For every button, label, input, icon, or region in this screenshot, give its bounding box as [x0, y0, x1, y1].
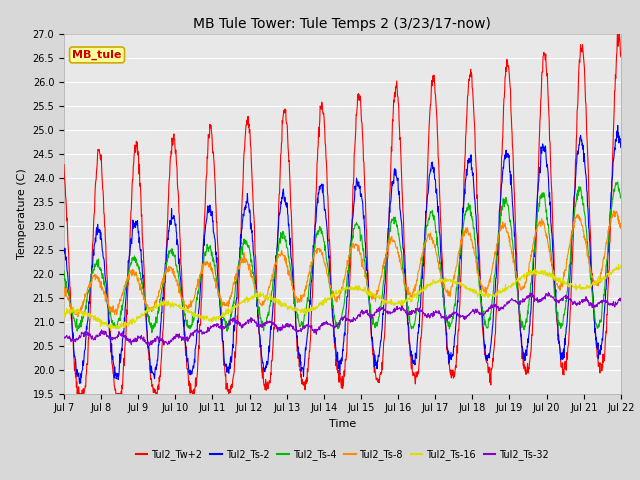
Y-axis label: Temperature (C): Temperature (C) [17, 168, 27, 259]
Tul2_Tw+2 [617, 54, 625, 60]
Tul2_Ts-8 [74, 314, 82, 320]
Tul2_Ts-4 [171, 254, 179, 260]
Tul2_Ts-2 [617, 144, 625, 150]
Tul2_Ts-32 [146, 343, 154, 348]
Tul2_Ts-2 [184, 361, 192, 367]
Tul2_Ts-4 [184, 324, 192, 330]
Tul2_Ts-4 [614, 179, 621, 185]
Tul2_Ts-8 [617, 226, 625, 231]
Tul2_Ts-2 [429, 164, 437, 170]
Tul2_Tw+2 [429, 76, 437, 82]
Line: Tul2_Ts-2: Tul2_Ts-2 [64, 125, 621, 383]
Tul2_Ts-32 [60, 336, 68, 341]
Line: Tul2_Ts-4: Tul2_Ts-4 [64, 182, 621, 333]
Text: MB_tule: MB_tule [72, 50, 122, 60]
Tul2_Tw+2 [184, 372, 192, 378]
Tul2_Tw+2 [60, 162, 68, 168]
Line: Tul2_Tw+2: Tul2_Tw+2 [64, 34, 621, 394]
Tul2_Ts-2 [60, 251, 68, 256]
Tul2_Ts-16 [429, 277, 437, 283]
Legend: Tul2_Tw+2, Tul2_Ts-2, Tul2_Ts-4, Tul2_Ts-8, Tul2_Ts-16, Tul2_Ts-32: Tul2_Tw+2, Tul2_Ts-2, Tul2_Ts-4, Tul2_Ts… [132, 445, 553, 464]
Tul2_Tw+2 [502, 65, 509, 71]
Tul2_Ts-2 [246, 226, 254, 232]
Tul2_Ts-16 [551, 273, 559, 279]
Tul2_Ts-2 [502, 147, 509, 153]
Tul2_Ts-32 [184, 336, 192, 342]
Tul2_Ts-2 [76, 380, 83, 386]
Tul2_Ts-32 [552, 298, 559, 304]
Tul2_Ts-8 [551, 273, 559, 279]
Tul2_Ts-16 [171, 300, 179, 306]
Tul2_Ts-4 [60, 268, 68, 274]
Tul2_Ts-8 [611, 208, 618, 214]
Tul2_Ts-16 [614, 262, 622, 267]
Tul2_Tw+2 [246, 143, 254, 148]
Tul2_Ts-8 [60, 287, 68, 292]
Tul2_Ts-16 [184, 309, 192, 314]
X-axis label: Time: Time [329, 419, 356, 429]
Tul2_Ts-16 [107, 327, 115, 333]
Tul2_Tw+2 [551, 276, 559, 282]
Tul2_Ts-8 [184, 306, 192, 312]
Tul2_Tw+2 [171, 136, 179, 142]
Tul2_Ts-32 [617, 297, 625, 303]
Tul2_Ts-8 [502, 224, 509, 230]
Tul2_Ts-32 [429, 310, 437, 315]
Line: Tul2_Ts-16: Tul2_Ts-16 [64, 264, 621, 330]
Title: MB Tule Tower: Tule Temps 2 (3/23/17-now): MB Tule Tower: Tule Temps 2 (3/23/17-now… [193, 17, 492, 31]
Tul2_Ts-16 [60, 310, 68, 315]
Tul2_Ts-8 [429, 238, 437, 243]
Tul2_Ts-32 [246, 317, 254, 323]
Line: Tul2_Ts-32: Tul2_Ts-32 [64, 292, 621, 346]
Tul2_Ts-4 [502, 194, 509, 200]
Tul2_Ts-32 [171, 336, 179, 341]
Tul2_Ts-16 [617, 263, 625, 268]
Tul2_Ts-8 [171, 275, 179, 280]
Tul2_Ts-4 [429, 212, 437, 218]
Tul2_Ts-4 [246, 252, 254, 258]
Tul2_Tw+2 [74, 391, 81, 396]
Tul2_Ts-2 [614, 122, 621, 128]
Tul2_Ts-16 [502, 286, 509, 291]
Tul2_Tw+2 [614, 31, 621, 36]
Tul2_Ts-4 [148, 330, 156, 336]
Line: Tul2_Ts-8: Tul2_Ts-8 [64, 211, 621, 317]
Tul2_Ts-2 [171, 217, 179, 223]
Tul2_Ts-32 [502, 302, 509, 308]
Tul2_Ts-4 [551, 294, 559, 300]
Tul2_Ts-8 [246, 273, 254, 279]
Tul2_Ts-32 [545, 289, 552, 295]
Tul2_Ts-16 [246, 296, 254, 302]
Tul2_Ts-4 [617, 195, 625, 201]
Tul2_Ts-2 [551, 288, 559, 294]
